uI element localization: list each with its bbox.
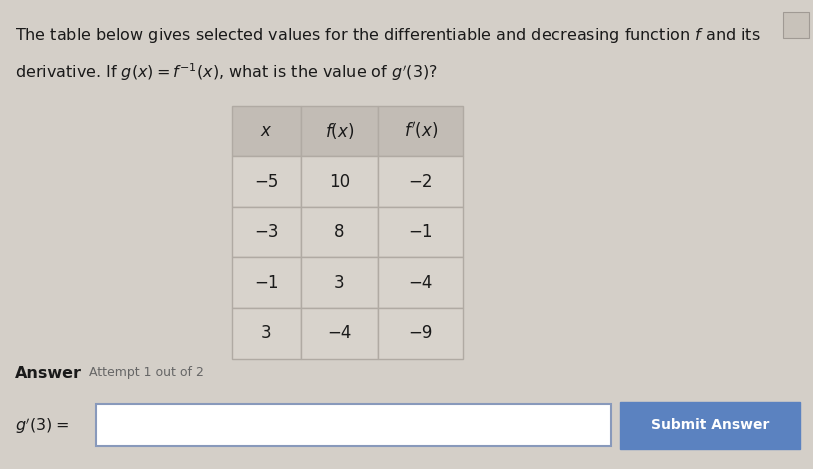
Bar	[378, 156, 463, 207]
Bar	[232, 156, 301, 207]
Text: −2: −2	[408, 173, 433, 190]
Bar	[96, 404, 611, 446]
Bar	[232, 308, 301, 359]
Text: −9: −9	[409, 325, 433, 342]
Text: The table below gives selected values for the differentiable and decreasing func: The table below gives selected values fo…	[15, 26, 760, 45]
Text: −5: −5	[254, 173, 278, 190]
Text: Attempt 1 out of 2: Attempt 1 out of 2	[81, 366, 204, 379]
Text: −4: −4	[409, 274, 433, 292]
Bar	[301, 106, 378, 156]
Bar	[301, 308, 378, 359]
Text: $f'(x)$: $f'(x)$	[403, 121, 438, 141]
Text: 8: 8	[334, 223, 345, 241]
Bar	[620, 402, 800, 449]
Bar	[783, 12, 809, 38]
Bar	[378, 257, 463, 308]
Bar	[301, 156, 378, 207]
Text: −1: −1	[408, 223, 433, 241]
Bar	[378, 308, 463, 359]
Bar	[378, 207, 463, 257]
Text: 10: 10	[329, 173, 350, 190]
Text: −3: −3	[254, 223, 279, 241]
Bar	[378, 106, 463, 156]
Bar	[232, 106, 301, 156]
Text: $g'(3) =$: $g'(3) =$	[15, 415, 68, 436]
Text: $f(x)$: $f(x)$	[325, 121, 354, 141]
Bar	[232, 257, 301, 308]
Bar	[232, 207, 301, 257]
Text: 3: 3	[261, 325, 272, 342]
Text: −1: −1	[254, 274, 279, 292]
Text: Answer: Answer	[15, 366, 81, 381]
Text: 3: 3	[334, 274, 345, 292]
Text: derivative. If $g(x) = f^{-1}(x)$, what is the value of $g'(3)$?: derivative. If $g(x) = f^{-1}(x)$, what …	[15, 61, 437, 83]
Text: $x$: $x$	[260, 122, 272, 140]
Text: −4: −4	[328, 325, 351, 342]
Text: Submit Answer: Submit Answer	[650, 418, 769, 432]
Bar	[301, 207, 378, 257]
Bar	[301, 257, 378, 308]
